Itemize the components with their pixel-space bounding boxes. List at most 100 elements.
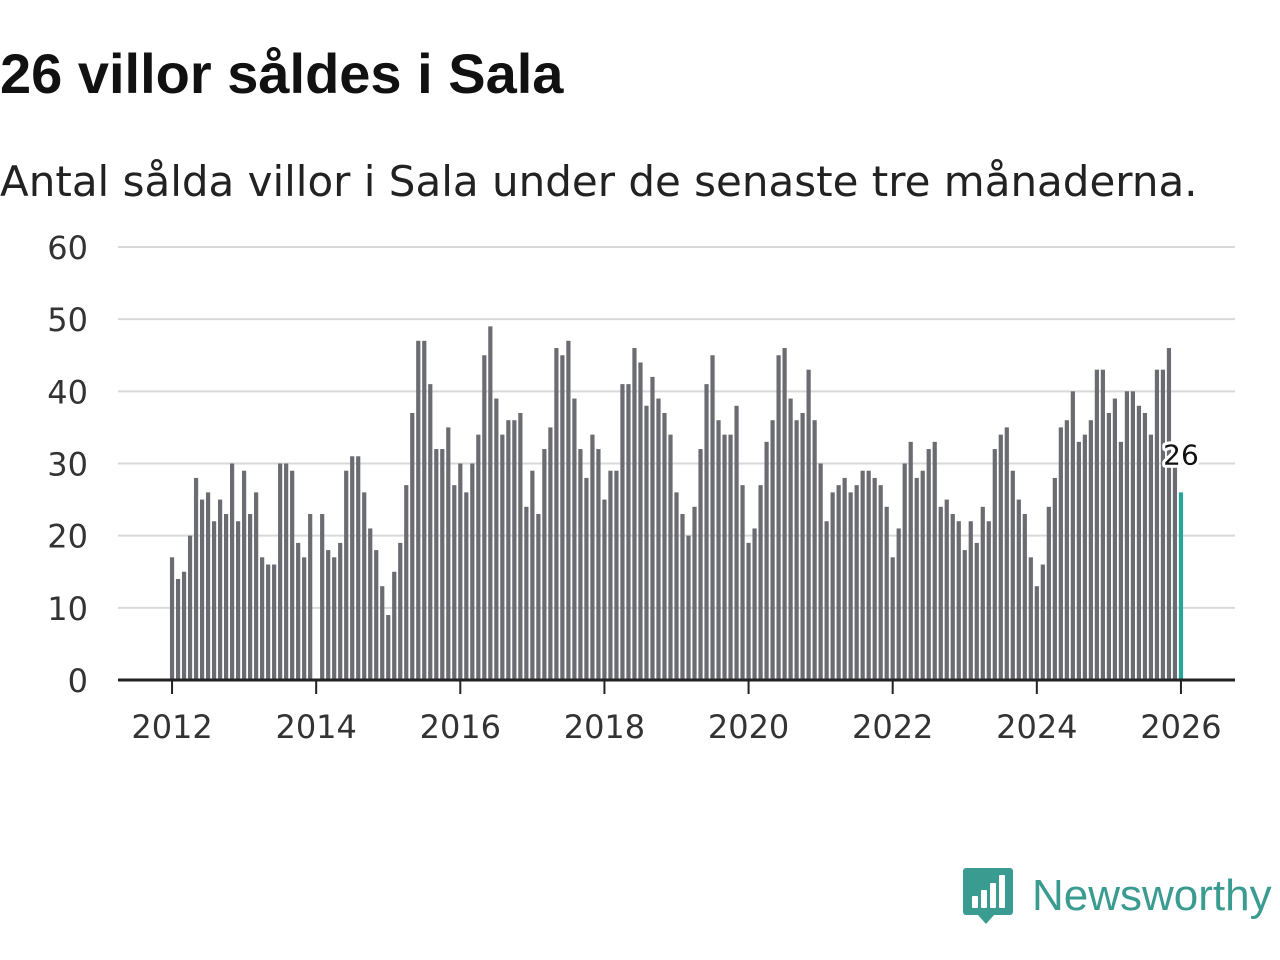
bar [926,449,931,680]
bar [175,578,181,680]
bar [169,557,175,680]
bar [404,485,409,680]
bar [236,521,241,680]
bars [169,326,1184,680]
bar [866,470,871,680]
bar [392,571,397,680]
bar [368,528,373,680]
bar [362,492,367,680]
bar [181,571,187,680]
bar [1070,391,1075,680]
bar [1040,564,1045,680]
bar [326,550,331,680]
bar [758,485,763,680]
bar [344,470,349,680]
bar [482,355,487,680]
bar [1136,405,1142,680]
bar [488,326,493,680]
bar [1172,463,1178,680]
bar [410,412,415,680]
bar [398,542,403,680]
y-tick-label: 60 [47,229,88,267]
bar [668,434,673,680]
bar [638,362,643,680]
bar [974,542,979,680]
bar [1028,557,1033,680]
bar [187,535,193,680]
x-tick-label: 2026 [1140,708,1221,746]
bar [1082,434,1087,680]
bar [920,470,925,680]
bar [842,477,847,680]
bar [854,485,859,680]
bar [494,398,499,680]
y-tick-label: 30 [47,446,88,484]
bar [710,355,715,680]
bar [476,434,481,680]
bar [1100,369,1105,680]
bar [674,492,679,680]
bar [512,420,517,680]
bar [1142,412,1148,680]
bar [968,521,973,680]
bar [908,441,913,680]
x-tick-label: 2022 [852,708,933,746]
bar [434,449,439,680]
bar [422,340,427,680]
y-tick-label: 50 [47,301,88,339]
bar [656,398,661,680]
bar [716,420,721,680]
bar [584,477,589,680]
bar [914,477,919,680]
bar [740,485,745,680]
bar [356,456,361,680]
bar [1076,441,1081,680]
bar [788,398,793,680]
bar [680,514,685,680]
bar [962,550,967,680]
bar [620,384,625,680]
bar [1016,499,1021,680]
bar [1166,348,1172,680]
bar [818,463,823,680]
x-tick-label: 2014 [275,708,356,746]
x-tick-label: 2016 [420,708,501,746]
bar [566,340,571,680]
bar [223,514,229,680]
bar [1034,586,1039,680]
x-tick-label: 2020 [708,708,789,746]
bar [1022,514,1027,680]
bar [764,441,769,680]
bar [776,355,781,680]
bar [284,463,289,680]
bar [1094,369,1099,680]
bar [902,463,907,680]
bar [554,348,559,680]
y-tick-label: 10 [47,590,88,628]
bar [650,376,655,680]
bar [728,434,733,680]
bar [1124,391,1130,680]
bar [266,564,271,680]
newsworthy-logo-icon [963,868,1013,924]
bar [464,492,469,680]
bar [524,506,529,680]
bar [752,528,757,680]
bar [278,463,283,680]
bar [350,456,355,680]
bar [1106,412,1111,680]
bar [248,514,253,680]
highlight-value-label: 26 [1163,438,1199,471]
bar [1154,369,1160,680]
bar [848,492,853,680]
bar [1160,369,1166,680]
bar [944,499,949,680]
bar [800,412,805,680]
bar [806,369,811,680]
bar [932,441,937,680]
bar [608,470,613,680]
x-tick-label: 2012 [131,708,212,746]
y-tick-label: 20 [47,518,88,556]
bar [578,449,583,680]
bar [896,528,901,680]
